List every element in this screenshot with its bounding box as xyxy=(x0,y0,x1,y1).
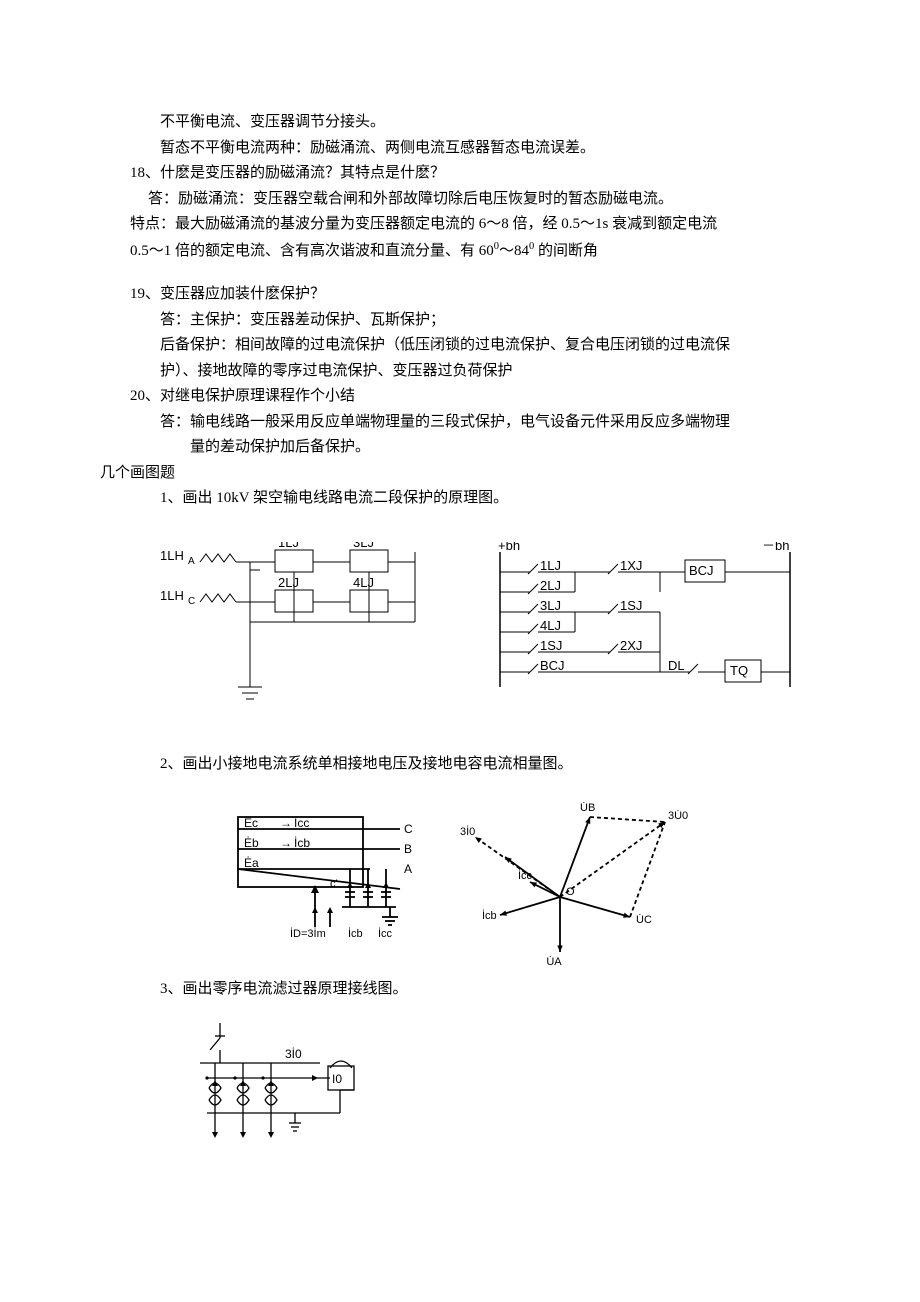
svg-text:İcb: İcb xyxy=(348,927,363,940)
svg-text:Ėa: Ėa xyxy=(244,856,259,870)
svg-text:A: A xyxy=(404,862,412,876)
a20-1: 答：输电线路一般采用反应单端物理量的三段式保护，电气设备元件采用反应多端物理 xyxy=(100,410,820,436)
svg-text:2LJ: 2LJ xyxy=(278,575,299,590)
svg-text:I0: I0 xyxy=(332,1072,342,1086)
a18-3c: 的间断角 xyxy=(534,243,598,259)
diagram-row-1: 1LH A 1LH C 1LJ 3LJ 2LJ 4LJ +bh －bh 1LJ 1XJ BCJ 2LJ 3… xyxy=(160,542,820,732)
svg-text:DL: DL xyxy=(668,658,685,673)
diagram-4: 3İ0 I0 xyxy=(190,1018,820,1158)
svg-text:Ėc: Ėc xyxy=(244,816,258,830)
a18-3a: 0.5～1 倍的额定电流、含有高次谐波和直流分量、有 60 xyxy=(130,243,494,259)
svg-text:3İ0: 3İ0 xyxy=(285,1047,302,1061)
svg-text:BCJ: BCJ xyxy=(689,563,714,578)
svg-text:→: → xyxy=(280,836,292,850)
svg-text:C: C xyxy=(188,596,195,607)
svg-text:U̇C: U̇C xyxy=(636,913,652,926)
svg-text:İcc: İcc xyxy=(378,927,393,940)
svg-text:C: C xyxy=(404,822,413,836)
svg-text:1SJ: 1SJ xyxy=(540,638,562,653)
a18-3: 0.5～1 倍的额定电流、含有高次谐波和直流分量、有 600～840 的间断角 xyxy=(100,238,820,265)
svg-text:BCJ: BCJ xyxy=(540,658,565,673)
svg-text:1LH: 1LH xyxy=(160,588,184,603)
svg-text:1LH: 1LH xyxy=(160,548,184,563)
svg-text:1SJ: 1SJ xyxy=(620,598,642,613)
a19-3: 护）、接地故障的零序过电流保护、变压器过负荷保护 xyxy=(100,359,820,385)
svg-text:3İ0: 3İ0 xyxy=(460,825,475,838)
q20: 20、对继电保护原理课程作个小结 xyxy=(100,384,820,410)
svg-text:+bh: +bh xyxy=(498,542,520,553)
svg-text:3U̇0: 3U̇0 xyxy=(668,809,688,822)
svg-text:2LJ: 2LJ xyxy=(540,578,561,593)
heading-diagrams: 几个画图题 xyxy=(100,461,820,487)
svg-text:1XJ: 1XJ xyxy=(620,558,642,573)
svg-text:3LJ: 3LJ xyxy=(540,598,561,613)
svg-text:2XJ: 2XJ xyxy=(620,638,642,653)
diagram-3: CBAĖc→İccĖb→İcbĖac'İD=3İmİcbİccU̇AU̇CU̇B… xyxy=(220,797,820,967)
svg-text:İD=3İm: İD=3İm xyxy=(290,927,326,940)
svg-text:1LJ: 1LJ xyxy=(278,542,299,550)
svg-text:4LJ: 4LJ xyxy=(353,575,374,590)
svg-text:A: A xyxy=(188,556,195,567)
svg-text:İcb: İcb xyxy=(482,909,497,922)
diagram-2: +bh －bh 1LJ 1XJ BCJ 2LJ 3LJ 1SJ 4LJ 1SJ 2XJ BCJ DL TQ xyxy=(490,542,810,732)
q18: 18、什麽是变压器的励磁涌流？其特点是什麽？ xyxy=(100,161,820,187)
svg-text:→: → xyxy=(280,816,292,830)
a20-2: 量的差动保护加后备保护。 xyxy=(100,435,820,461)
para-unbalance: 不平衡电流、变压器调节分接头。 xyxy=(100,110,820,136)
svg-text:İcb: İcb xyxy=(294,836,310,850)
diagram-1: 1LH A 1LH C 1LJ 3LJ 2LJ 4LJ xyxy=(160,542,450,732)
a18-3b: ～84 xyxy=(499,243,529,259)
q19: 19、变压器应加装什麽保护？ xyxy=(100,282,820,308)
svg-text:c': c' xyxy=(330,878,338,890)
h1: 1、画出 10kV 架空输电线路电流二段保护的原理图。 xyxy=(100,486,820,512)
svg-text:TQ: TQ xyxy=(730,663,748,678)
h2: 2、画出小接地电流系统单相接地电压及接地电容电流相量图。 xyxy=(100,752,820,778)
para-transient: 暂态不平衡电流两种：励磁涌流、两侧电流互感器暂态电流误差。 xyxy=(100,136,820,162)
svg-text:İcc: İcc xyxy=(294,816,309,830)
svg-text:U̇B: U̇B xyxy=(580,801,595,814)
h3: 3、画出零序电流滤过器原理接线图。 xyxy=(100,977,820,1003)
svg-text:3LJ: 3LJ xyxy=(353,542,374,550)
svg-text:B: B xyxy=(404,842,412,856)
a19-2: 后备保护：相间故障的过电流保护（低压闭锁的过电流保护、复合电压闭锁的过电流保 xyxy=(100,333,820,359)
svg-text:4LJ: 4LJ xyxy=(540,618,561,633)
svg-text:U̇A: U̇A xyxy=(546,955,562,967)
a18-1: 答：励磁涌流：变压器空载合闸和外部故障切除后电压恢复时的暂态励磁电流。 xyxy=(100,187,820,213)
svg-text:－bh: －bh xyxy=(762,542,789,553)
svg-text:Ėb: Ėb xyxy=(244,836,259,850)
a18-2: 特点：最大励磁涌流的基波分量为变压器额定电流的 6～8 倍，经 0.5～1s 衰… xyxy=(100,212,820,238)
a19-1: 答：主保护：变压器差动保护、瓦斯保护； xyxy=(100,308,820,334)
svg-text:1LJ: 1LJ xyxy=(540,558,561,573)
